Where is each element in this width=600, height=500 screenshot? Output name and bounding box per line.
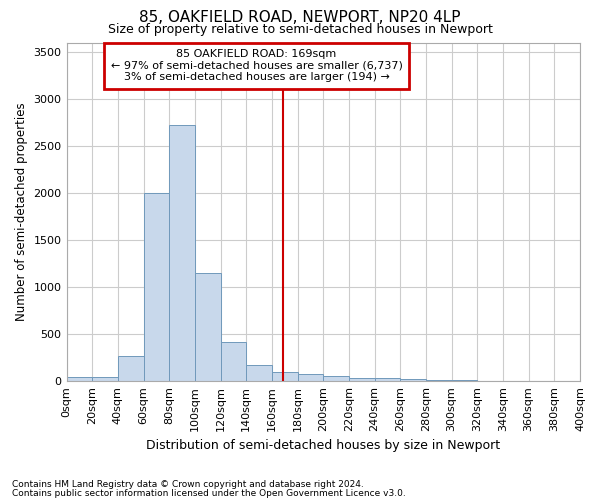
Bar [246, 366, 272, 382]
Bar [169, 126, 195, 382]
Y-axis label: Number of semi-detached properties: Number of semi-detached properties [15, 102, 28, 321]
Bar [67, 376, 92, 382]
Text: Size of property relative to semi-detached houses in Newport: Size of property relative to semi-detach… [107, 22, 493, 36]
Bar [323, 376, 349, 382]
Bar [143, 193, 169, 382]
Bar [272, 372, 298, 382]
Bar [92, 376, 118, 382]
Bar [452, 380, 478, 382]
Bar [221, 342, 246, 382]
Bar [349, 378, 374, 382]
Text: 85 OAKFIELD ROAD: 169sqm
← 97% of semi-detached houses are smaller (6,737)
3% of: 85 OAKFIELD ROAD: 169sqm ← 97% of semi-d… [110, 50, 403, 82]
Bar [298, 374, 323, 382]
Text: 85, OAKFIELD ROAD, NEWPORT, NP20 4LP: 85, OAKFIELD ROAD, NEWPORT, NP20 4LP [139, 10, 461, 25]
Bar [426, 380, 452, 382]
Bar [400, 380, 426, 382]
Bar [195, 273, 221, 382]
Bar [374, 378, 400, 382]
X-axis label: Distribution of semi-detached houses by size in Newport: Distribution of semi-detached houses by … [146, 440, 500, 452]
Text: Contains HM Land Registry data © Crown copyright and database right 2024.: Contains HM Land Registry data © Crown c… [12, 480, 364, 489]
Bar [118, 356, 143, 382]
Text: Contains public sector information licensed under the Open Government Licence v3: Contains public sector information licen… [12, 488, 406, 498]
